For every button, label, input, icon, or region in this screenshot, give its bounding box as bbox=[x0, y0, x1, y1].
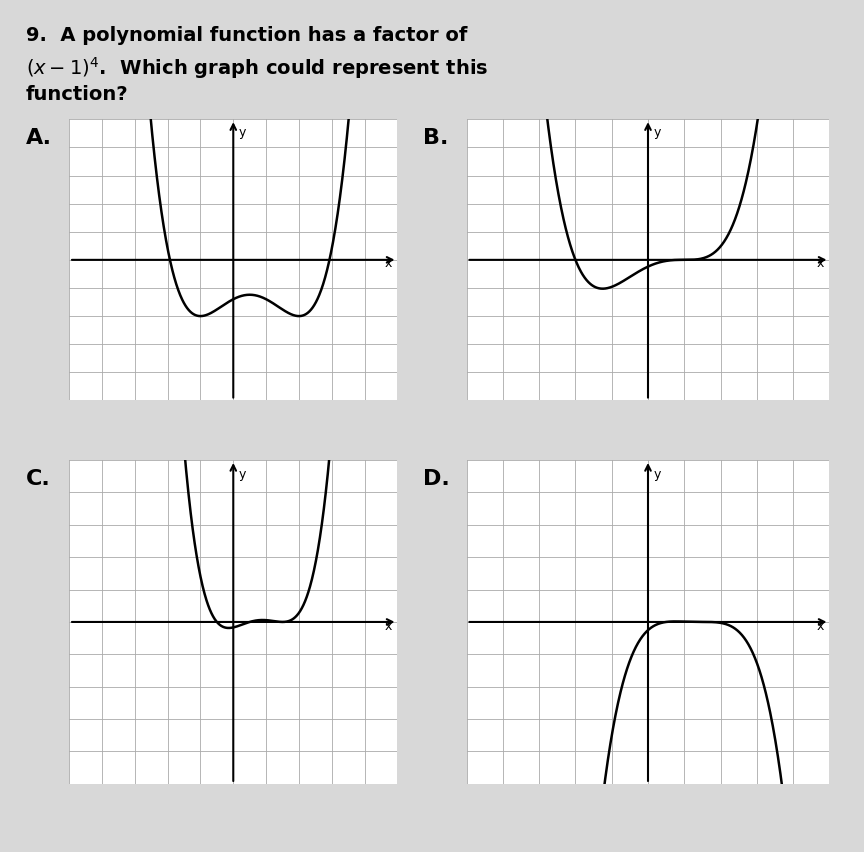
Text: x: x bbox=[816, 620, 824, 633]
Text: y: y bbox=[238, 126, 245, 140]
Text: function?: function? bbox=[26, 85, 129, 104]
Text: y: y bbox=[653, 126, 661, 140]
Text: y: y bbox=[653, 469, 661, 481]
Text: x: x bbox=[385, 620, 392, 633]
Text: A.: A. bbox=[26, 128, 52, 147]
Text: C.: C. bbox=[26, 469, 51, 488]
Text: $(x - 1)^4$.  Which graph could represent this: $(x - 1)^4$. Which graph could represent… bbox=[26, 55, 488, 81]
Text: x: x bbox=[385, 256, 392, 270]
Text: x: x bbox=[816, 256, 824, 270]
Text: B.: B. bbox=[423, 128, 448, 147]
Text: y: y bbox=[238, 469, 245, 481]
Text: 9.  A polynomial function has a factor of: 9. A polynomial function has a factor of bbox=[26, 26, 467, 44]
Text: D.: D. bbox=[423, 469, 450, 488]
